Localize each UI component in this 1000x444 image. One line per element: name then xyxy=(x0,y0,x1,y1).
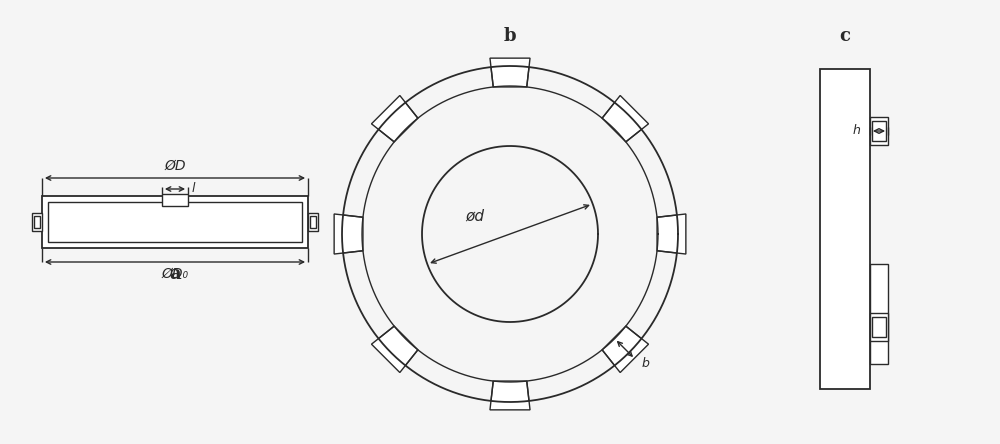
Polygon shape xyxy=(870,264,888,364)
Polygon shape xyxy=(371,95,418,142)
Text: ØD₀: ØD₀ xyxy=(161,267,189,281)
Text: b: b xyxy=(641,357,649,370)
Polygon shape xyxy=(870,313,888,341)
Polygon shape xyxy=(820,69,870,389)
Text: l: l xyxy=(192,182,196,194)
Polygon shape xyxy=(42,196,308,248)
Text: a: a xyxy=(169,265,181,283)
Polygon shape xyxy=(602,326,649,373)
Text: ØD: ØD xyxy=(164,159,186,173)
Polygon shape xyxy=(870,117,888,145)
Polygon shape xyxy=(162,194,188,206)
Polygon shape xyxy=(657,214,686,254)
Text: ød: ød xyxy=(466,209,484,223)
Polygon shape xyxy=(371,326,418,373)
Polygon shape xyxy=(32,213,42,231)
Text: h: h xyxy=(852,124,860,138)
Polygon shape xyxy=(334,214,363,254)
Polygon shape xyxy=(308,213,318,231)
Polygon shape xyxy=(490,381,530,410)
Polygon shape xyxy=(490,58,530,87)
Text: c: c xyxy=(840,27,850,45)
Text: b: b xyxy=(504,27,516,45)
Polygon shape xyxy=(602,95,649,142)
